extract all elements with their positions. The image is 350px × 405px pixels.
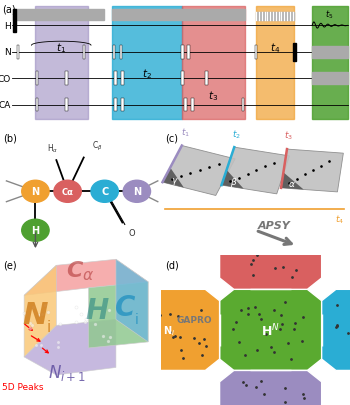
Text: $N_{i+1}$: $N_{i+1}$ bbox=[48, 362, 87, 382]
Text: (b): (b) bbox=[3, 134, 17, 143]
Circle shape bbox=[22, 220, 49, 242]
Text: C$_β$: C$_β$ bbox=[92, 140, 103, 153]
Text: N: N bbox=[32, 187, 40, 197]
Polygon shape bbox=[219, 209, 322, 290]
Polygon shape bbox=[24, 320, 116, 375]
Polygon shape bbox=[162, 146, 235, 196]
Bar bbox=[36, 98, 38, 112]
Bar bbox=[112, 10, 245, 21]
Text: $t_4$: $t_4$ bbox=[270, 41, 280, 55]
Polygon shape bbox=[219, 371, 322, 405]
Polygon shape bbox=[219, 290, 322, 371]
Bar bbox=[121, 72, 124, 86]
Polygon shape bbox=[24, 260, 148, 296]
Text: $t_2$: $t_2$ bbox=[232, 128, 241, 140]
Text: (d): (d) bbox=[165, 260, 178, 270]
Text: H$_α$: H$_α$ bbox=[48, 142, 59, 154]
Bar bbox=[65, 72, 68, 86]
Text: N: N bbox=[4, 48, 10, 57]
Bar bbox=[293, 44, 296, 62]
Bar bbox=[121, 98, 124, 112]
Bar bbox=[312, 6, 348, 120]
Bar bbox=[13, 10, 16, 33]
Bar bbox=[187, 46, 190, 60]
Circle shape bbox=[54, 181, 81, 203]
Bar bbox=[256, 6, 294, 120]
Circle shape bbox=[22, 181, 49, 203]
Text: O: O bbox=[129, 228, 135, 237]
Bar bbox=[114, 98, 117, 112]
Polygon shape bbox=[162, 168, 184, 188]
Text: $t_1$: $t_1$ bbox=[181, 126, 190, 139]
Polygon shape bbox=[222, 148, 289, 194]
Text: N: N bbox=[133, 187, 141, 197]
Text: H$^N$: H$^N$ bbox=[261, 322, 280, 338]
Text: i: i bbox=[135, 313, 139, 326]
Text: $t_3$: $t_3$ bbox=[284, 130, 293, 142]
Polygon shape bbox=[281, 150, 343, 192]
Bar bbox=[83, 46, 85, 60]
Text: α: α bbox=[288, 179, 294, 188]
Text: $t_3$: $t_3$ bbox=[209, 89, 218, 102]
Text: H: H bbox=[32, 226, 40, 236]
Text: i: i bbox=[47, 320, 51, 335]
Text: $t_5$: $t_5$ bbox=[325, 9, 333, 21]
Polygon shape bbox=[24, 266, 56, 357]
Polygon shape bbox=[222, 171, 244, 189]
Bar bbox=[17, 46, 19, 60]
Bar bbox=[256, 13, 294, 21]
Text: C$_α$: C$_α$ bbox=[66, 258, 95, 282]
Polygon shape bbox=[118, 290, 219, 371]
Text: C$^α$: C$^α$ bbox=[264, 243, 278, 255]
Bar bbox=[13, 10, 104, 21]
Bar bbox=[112, 46, 115, 60]
Text: (e): (e) bbox=[3, 260, 17, 270]
Bar bbox=[205, 72, 208, 86]
Bar bbox=[114, 72, 117, 86]
Text: H: H bbox=[4, 22, 10, 31]
Bar bbox=[255, 46, 258, 60]
Text: C: C bbox=[116, 294, 136, 322]
Text: N$_{i+1}$: N$_{i+1}$ bbox=[259, 404, 283, 405]
Bar bbox=[182, 6, 245, 120]
Text: GAPRO: GAPRO bbox=[176, 315, 212, 324]
Bar bbox=[191, 98, 194, 112]
Text: (a): (a) bbox=[2, 5, 15, 15]
Text: H: H bbox=[85, 296, 108, 324]
Text: CO: CO bbox=[0, 75, 10, 83]
Text: $t_4$: $t_4$ bbox=[335, 213, 344, 225]
Text: N$_i$: N$_i$ bbox=[162, 323, 175, 337]
Text: β: β bbox=[230, 177, 235, 187]
Bar bbox=[181, 46, 184, 60]
Text: γ: γ bbox=[171, 175, 177, 185]
Text: Cα: Cα bbox=[62, 188, 74, 196]
Bar bbox=[36, 72, 38, 86]
Text: (c): (c) bbox=[165, 134, 178, 143]
Bar bbox=[181, 72, 184, 86]
Bar bbox=[65, 98, 68, 112]
Text: C: C bbox=[101, 187, 108, 197]
Text: CA: CA bbox=[0, 101, 10, 110]
Text: 5D Peaks: 5D Peaks bbox=[2, 383, 43, 392]
Polygon shape bbox=[322, 290, 350, 371]
Bar bbox=[312, 47, 348, 59]
Bar bbox=[242, 98, 244, 112]
Text: N: N bbox=[23, 301, 48, 330]
Polygon shape bbox=[281, 173, 303, 190]
Polygon shape bbox=[116, 260, 148, 342]
Circle shape bbox=[91, 181, 118, 203]
Text: APSY: APSY bbox=[258, 221, 291, 231]
Text: $t_1$: $t_1$ bbox=[56, 41, 66, 55]
Bar bbox=[312, 73, 348, 85]
Text: $t_2$: $t_2$ bbox=[142, 67, 152, 81]
Polygon shape bbox=[89, 282, 148, 348]
Bar bbox=[35, 6, 88, 120]
Bar bbox=[112, 6, 182, 120]
Circle shape bbox=[123, 181, 150, 203]
Bar bbox=[120, 46, 122, 60]
Bar bbox=[184, 98, 187, 112]
